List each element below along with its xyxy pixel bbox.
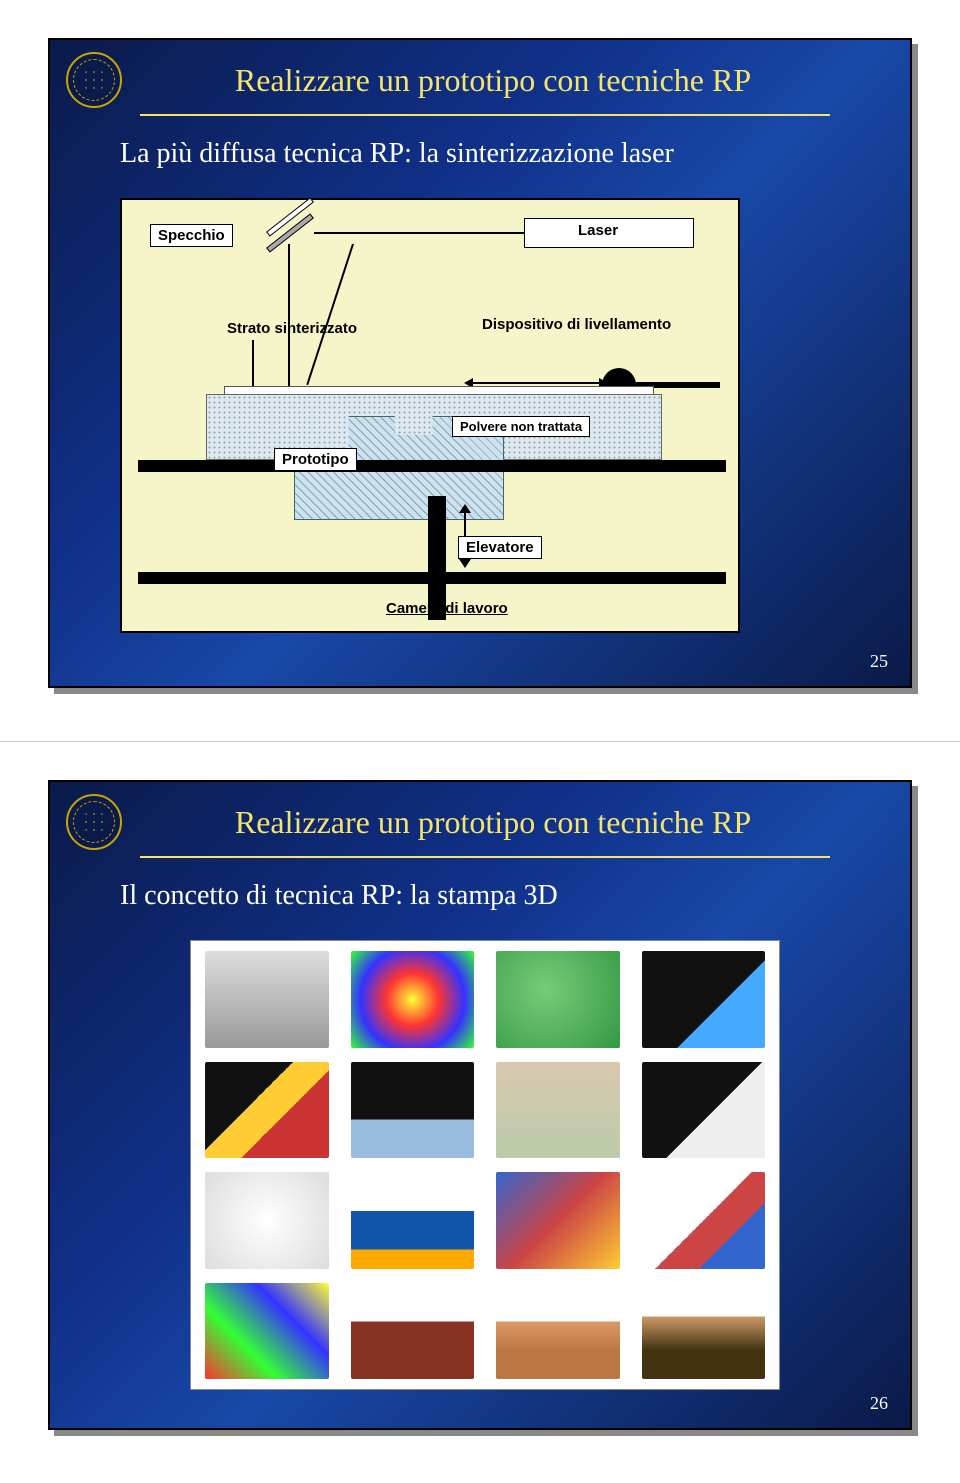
sls-diagram: Specchio Laser Strato sinterizzato Dispo… [120,198,740,633]
gallery-thumb [351,951,475,1048]
label-laser: Laser [578,222,618,239]
label-polvere: Polvere non trattata [452,416,590,437]
gallery-grid [190,940,780,1390]
chamber-top-bar [138,460,726,472]
slide-header: Realizzare un prototipo con tecniche RP [50,40,910,114]
slide-title: Realizzare un prototipo con tecniche RP [136,804,890,841]
gallery-thumb [351,1283,475,1380]
page-number: 26 [870,1393,888,1414]
label-elevatore: Elevatore [458,536,542,559]
gallery-thumb [642,951,766,1048]
page-number: 25 [870,651,888,672]
label-specchio: Specchio [150,224,233,247]
gallery-thumb [642,1283,766,1380]
gallery-thumb [205,1283,329,1380]
slide-26: Realizzare un prototipo con tecniche RP … [48,780,912,1430]
slide-subtitle: La più diffusa tecnica RP: la sinterizza… [50,116,910,188]
slide-subtitle: Il concetto di tecnica RP: la stampa 3D [50,858,910,930]
university-logo-icon [66,794,122,850]
page-1: Realizzare un prototipo con tecniche RP … [0,0,960,741]
laser-beam-v1 [288,244,290,390]
gallery-thumb [205,1062,329,1159]
label-strato: Strato sinterizzato [227,320,357,337]
gallery-thumb [642,1172,766,1269]
gallery-thumb [205,1172,329,1269]
gallery-thumb [496,1172,620,1269]
gallery-thumb [351,1172,475,1269]
pointer-line [252,340,254,388]
gallery-thumb [496,1283,620,1380]
laser-beam-v2 [306,244,354,385]
gallery-thumb [351,1062,475,1159]
gallery-thumb [496,1062,620,1159]
slide-header: Realizzare un prototipo con tecniche RP [50,782,910,856]
gallery-thumb [496,951,620,1048]
label-dispositivo: Dispositivo di livellamento [482,316,671,333]
slide-title: Realizzare un prototipo con tecniche RP [136,62,890,99]
page-2: Realizzare un prototipo con tecniche RP … [0,741,960,1482]
gallery-thumb [642,1062,766,1159]
label-camera: Camera di lavoro [386,600,508,617]
university-logo-icon [66,52,122,108]
levelling-arrow-icon [472,382,600,384]
work-chamber-icon [138,460,726,620]
laser-beam-h [314,232,524,234]
slide-25: Realizzare un prototipo con tecniche RP … [48,38,912,688]
label-prototipo: Prototipo [274,448,357,471]
gallery-thumb [205,951,329,1048]
